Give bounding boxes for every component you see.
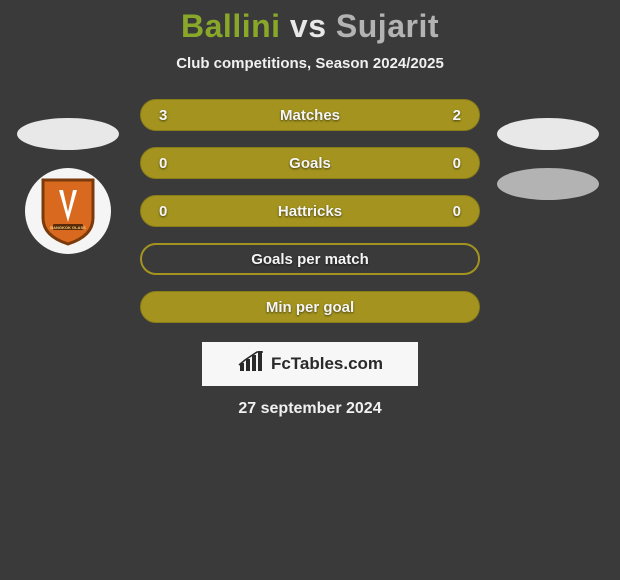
hattricks-right-value: 0 (441, 203, 461, 220)
title-player2: Sujarit (336, 8, 439, 44)
pill-goals-per-match: Goals per match (140, 243, 480, 275)
main-container: Ballini vs Sujarit Club competitions, Se… (0, 0, 620, 418)
stat-row-hattricks: 0 Hattricks 0 (0, 194, 620, 228)
title-vs: vs (290, 8, 327, 44)
left-side-group: BANGKOK GLASS (8, 118, 128, 254)
pill-goals: 0 Goals 0 (140, 147, 480, 179)
stat-row-min-per-goal: Min per goal (0, 290, 620, 324)
page-title: Ballini vs Sujarit (181, 8, 439, 45)
gpm-label: Goals per match (142, 251, 478, 268)
title-player1: Ballini (181, 8, 281, 44)
brand-text: FcTables.com (271, 354, 383, 374)
goals-left-value: 0 (159, 155, 179, 172)
date-stamp: 27 september 2024 (238, 400, 381, 418)
matches-left-value: 3 (159, 107, 179, 124)
stat-row-goals: 0 Goals 0 (0, 146, 620, 180)
pill-min-per-goal: Min per goal (140, 291, 480, 323)
bar-chart-icon (237, 351, 265, 378)
goals-label: Goals (141, 155, 479, 172)
stat-row-matches: 3 Matches 2 (0, 98, 620, 132)
matches-label: Matches (141, 107, 479, 124)
pill-matches: 3 Matches 2 (140, 99, 480, 131)
pill-hattricks: 0 Hattricks 0 (140, 195, 480, 227)
matches-right-value: 2 (441, 107, 461, 124)
subtitle: Club competitions, Season 2024/2025 (176, 55, 444, 72)
mpg-label: Min per goal (141, 299, 479, 316)
goals-right-value: 0 (441, 155, 461, 172)
hattricks-left-value: 0 (159, 203, 179, 220)
hattricks-label: Hattricks (141, 203, 479, 220)
stat-row-goals-per-match: Goals per match (0, 242, 620, 276)
brand-box: FcTables.com (202, 342, 418, 386)
